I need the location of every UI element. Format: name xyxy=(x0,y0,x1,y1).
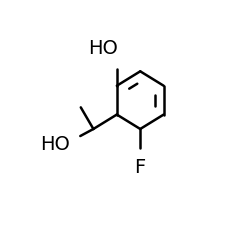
Text: HO: HO xyxy=(88,39,118,58)
Text: F: F xyxy=(135,158,146,177)
Text: HO: HO xyxy=(40,135,70,154)
